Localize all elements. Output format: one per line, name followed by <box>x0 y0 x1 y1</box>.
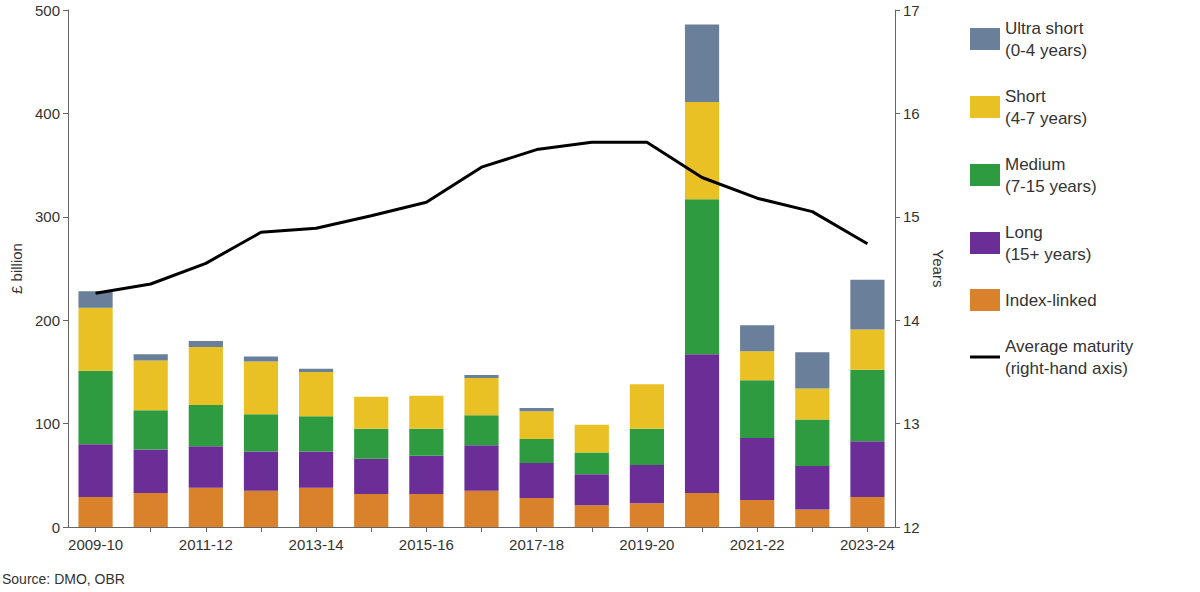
svg-text:£ billion: £ billion <box>8 243 25 294</box>
svg-text:2015-16: 2015-16 <box>399 536 454 553</box>
svg-text:2013-14: 2013-14 <box>289 536 344 553</box>
svg-text:12: 12 <box>903 519 920 536</box>
svg-text:13: 13 <box>903 415 920 432</box>
svg-text:200: 200 <box>35 312 60 329</box>
svg-text:0: 0 <box>52 519 60 536</box>
svg-text:16: 16 <box>903 105 920 122</box>
svg-text:Index-linked: Index-linked <box>1005 291 1097 310</box>
svg-text:Medium: Medium <box>1005 155 1065 174</box>
svg-text:2011-12: 2011-12 <box>179 536 233 553</box>
svg-text:(15+ years): (15+ years) <box>1005 245 1091 264</box>
svg-text:400: 400 <box>35 105 60 122</box>
svg-text:300: 300 <box>35 208 60 225</box>
svg-text:Short: Short <box>1005 87 1046 106</box>
svg-text:500: 500 <box>35 2 60 19</box>
svg-text:Years: Years <box>930 250 947 288</box>
svg-text:(right-hand axis): (right-hand axis) <box>1005 359 1128 378</box>
svg-text:14: 14 <box>903 312 920 329</box>
svg-text:2021-22: 2021-22 <box>730 536 785 553</box>
svg-text:Source: DMO, OBR: Source: DMO, OBR <box>2 571 125 587</box>
svg-text:2017-18: 2017-18 <box>509 536 564 553</box>
svg-text:100: 100 <box>35 415 60 432</box>
svg-text:(0-4 years): (0-4 years) <box>1005 41 1087 60</box>
svg-text:2023-24: 2023-24 <box>840 536 895 553</box>
svg-text:15: 15 <box>903 208 920 225</box>
svg-text:(4-7 years): (4-7 years) <box>1005 109 1087 128</box>
svg-text:Average maturity: Average maturity <box>1005 337 1134 356</box>
svg-text:(7-15 years): (7-15 years) <box>1005 177 1097 196</box>
svg-text:Long: Long <box>1005 223 1043 242</box>
svg-text:Ultra short: Ultra short <box>1005 19 1084 38</box>
svg-text:17: 17 <box>903 2 920 19</box>
svg-text:2009-10: 2009-10 <box>68 536 123 553</box>
svg-text:2019-20: 2019-20 <box>619 536 674 553</box>
